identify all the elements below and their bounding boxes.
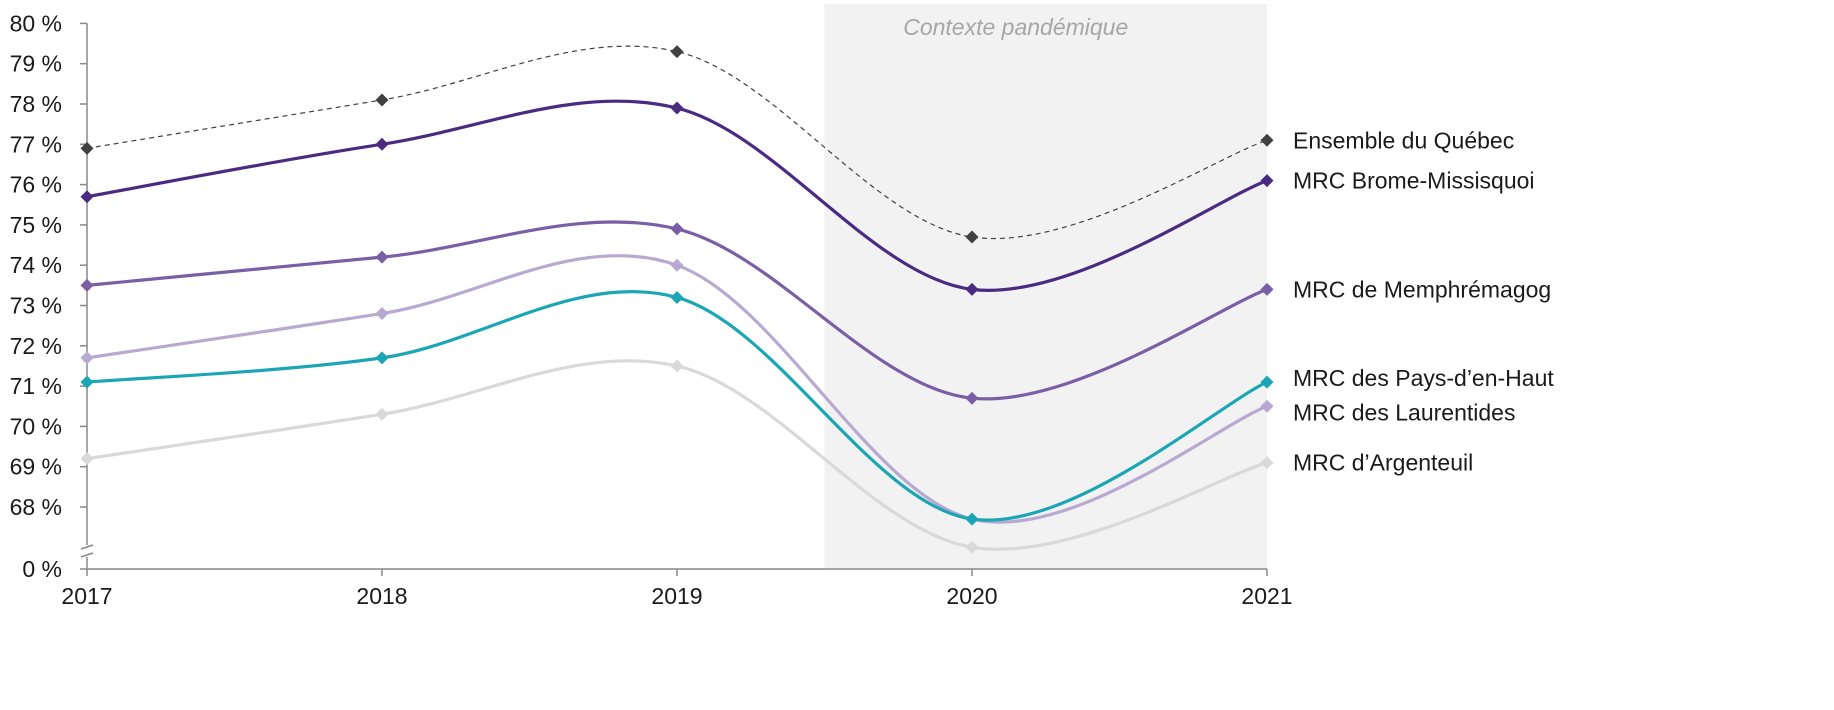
data-point-marker xyxy=(1260,399,1274,413)
series-label: MRC de Memphrémagog xyxy=(1293,276,1551,302)
axis-break-mark xyxy=(80,552,94,558)
x-tick-label: 2017 xyxy=(61,583,112,609)
data-point-marker xyxy=(965,540,979,554)
y-tick-label: 76 % xyxy=(10,172,62,198)
y-tick-label: 77 % xyxy=(10,131,62,157)
data-point-marker xyxy=(80,278,94,292)
data-point-marker xyxy=(1260,375,1274,389)
data-point-marker xyxy=(80,375,94,389)
y-tick-label: 80 % xyxy=(10,10,62,36)
y-tick-label: 68 % xyxy=(10,494,62,520)
series-line xyxy=(86,220,1268,401)
series-labels: Ensemble du Québec MRC Brome-Missisquoi MR… xyxy=(1293,127,1554,475)
data-point-marker xyxy=(965,230,979,244)
data-point-marker xyxy=(965,282,979,296)
data-point-marker xyxy=(1260,456,1274,470)
y-tick-label: 72 % xyxy=(10,333,62,359)
y-tick-label: 69 % xyxy=(10,454,62,480)
data-point-marker xyxy=(80,190,94,204)
data-point-marker xyxy=(1260,282,1274,296)
y-tick-label: 75 % xyxy=(10,212,62,238)
series-line xyxy=(86,99,1268,292)
series-markers xyxy=(80,45,1274,554)
x-tick-label: 2019 xyxy=(651,583,702,609)
series-line xyxy=(86,254,1268,524)
series-lines xyxy=(86,45,1268,551)
data-point-marker xyxy=(80,452,94,466)
series-label: MRC des Pays-d’en-Haut xyxy=(1293,365,1554,391)
x-tick-label: 2020 xyxy=(946,583,997,609)
pandemic-region-label: Contexte pandémique xyxy=(903,14,1128,40)
data-point-marker xyxy=(670,359,684,373)
data-point-marker xyxy=(375,93,389,107)
data-point-marker xyxy=(670,45,684,59)
data-point-marker xyxy=(670,101,684,115)
y-tick-label: 0 % xyxy=(22,556,62,582)
data-point-marker xyxy=(80,141,94,155)
x-tick-label: 2021 xyxy=(1241,583,1292,609)
y-tick-label: 73 % xyxy=(10,293,62,319)
y-tick-label: 70 % xyxy=(10,413,62,439)
data-point-marker xyxy=(1260,174,1274,188)
data-point-marker xyxy=(670,258,684,272)
pandemic-shaded-region xyxy=(824,4,1267,569)
data-point-marker xyxy=(1260,133,1274,147)
series-line xyxy=(86,290,1268,522)
y-tick-label: 79 % xyxy=(10,51,62,77)
data-point-marker xyxy=(670,290,684,304)
y-tick-label: 74 % xyxy=(10,252,62,278)
y-tick-label: 78 % xyxy=(10,91,62,117)
data-point-marker xyxy=(375,351,389,365)
series-label: MRC Brome-Missisquoi xyxy=(1293,168,1535,194)
data-point-marker xyxy=(965,512,979,526)
axis-break-mark xyxy=(80,544,94,550)
data-point-marker xyxy=(965,391,979,405)
data-point-marker xyxy=(375,307,389,321)
y-tick-label: 71 % xyxy=(10,373,62,399)
data-point-marker xyxy=(670,222,684,236)
x-tick-label: 2018 xyxy=(356,583,407,609)
series-label: MRC des Laurentides xyxy=(1293,399,1515,425)
data-point-marker xyxy=(375,137,389,151)
data-point-marker xyxy=(80,351,94,365)
series-label: Ensemble du Québec xyxy=(1293,127,1514,153)
data-point-marker xyxy=(375,250,389,264)
axes: 0 % 68 % 69 % 70 % 71 % 72 % 73 % 74 % 75 % 76 % 7… xyxy=(10,10,1293,609)
series-label: MRC d’Argenteuil xyxy=(1293,450,1473,476)
data-point-marker xyxy=(375,407,389,421)
